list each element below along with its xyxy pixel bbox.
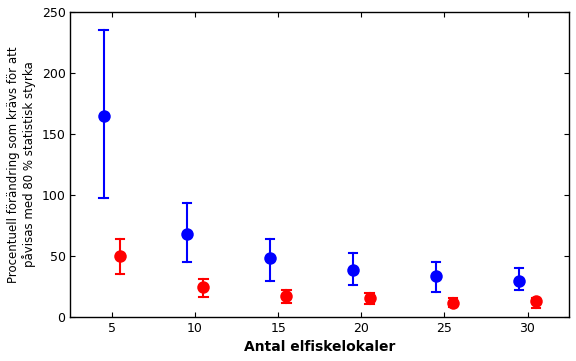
- Y-axis label: Procentuell förändring som krävs för att
påvisas med 80 % statistisk styrka: Procentuell förändring som krävs för att…: [7, 46, 36, 283]
- X-axis label: Antal elfiskelokaler: Antal elfiskelokaler: [244, 340, 395, 354]
